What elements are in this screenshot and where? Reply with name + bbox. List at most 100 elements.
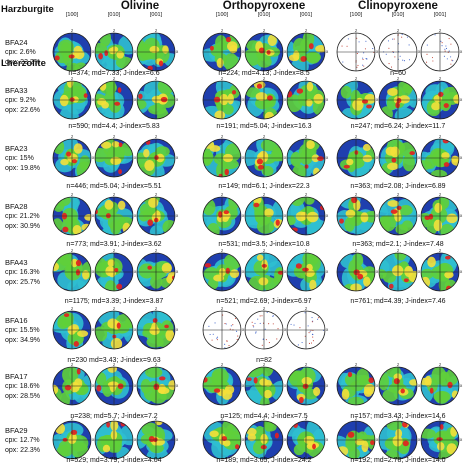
pole-mark-x: x: [134, 437, 137, 442]
density-contour: [287, 423, 302, 437]
data-point: [310, 342, 313, 344]
density-contour: [433, 219, 443, 232]
pole-mark-x: x: [134, 97, 137, 102]
stereonet-outline: [286, 310, 326, 350]
data-point: [308, 342, 311, 344]
density-contour: [209, 45, 214, 51]
density-contour: [104, 199, 114, 210]
pole-mark-z: z: [221, 248, 224, 253]
density-contour: [246, 427, 257, 436]
density-contour: [100, 141, 112, 149]
stats-label: n=374; md=7.33; J-index=6.6: [68, 70, 160, 77]
pole-mark-z: z: [397, 192, 400, 197]
pole-mark-z: z: [355, 416, 358, 421]
sample-name: BFA43: [5, 258, 28, 267]
data-point: [209, 333, 211, 336]
sample-opx-fraction: opx: 22.6%: [5, 107, 41, 114]
density-contour: [107, 381, 119, 388]
density-contour: [96, 384, 102, 392]
density-contour: [213, 96, 221, 103]
mineral-heading-olivine: Olivine: [120, 0, 160, 12]
density-contour: [267, 95, 273, 101]
density-contour: [295, 263, 302, 269]
data-point: [276, 338, 278, 340]
density-contour: [214, 110, 226, 119]
stereonet-outline: [244, 196, 284, 236]
density-contour: [390, 209, 398, 214]
stereonet-outline: [420, 196, 460, 236]
stereonet-outline: [336, 252, 376, 292]
data-point: [234, 317, 237, 319]
data-point: [388, 47, 390, 49]
pole-mark-x: x: [134, 155, 137, 160]
stereonet-outline: [378, 32, 418, 72]
density-contour: [211, 368, 229, 385]
density-contour: [343, 164, 350, 169]
density-contour: [304, 164, 309, 169]
density-contour: [81, 223, 91, 232]
pole-mark-x: x: [376, 269, 379, 274]
sample-opx-fraction: opx: 34.9%: [5, 337, 41, 344]
density-contour: [225, 267, 230, 274]
density-contour: [339, 218, 344, 224]
data-point: [224, 343, 226, 345]
pole-mark-z: z: [439, 76, 442, 81]
pole-mark-x: x: [418, 213, 421, 218]
stereonet-outline: [420, 80, 460, 120]
data-point: [254, 322, 256, 324]
pole-mark-x: x: [460, 49, 463, 54]
density-contour: [346, 158, 354, 166]
density-contour: [362, 143, 371, 151]
pole-mark-z: z: [155, 362, 158, 367]
mineral-heading-orthopyroxene: Orthopyroxene: [222, 0, 306, 12]
axis-label-100: [100]: [349, 12, 363, 18]
density-contour: [315, 45, 325, 53]
stereonet-outline: [244, 32, 284, 72]
data-point: [259, 315, 261, 317]
pole-mark-z: z: [113, 192, 116, 197]
density-contour: [206, 223, 220, 235]
data-point: [357, 64, 359, 66]
density-contour: [209, 145, 221, 152]
pole-mark-z: z: [355, 248, 358, 253]
data-point: [268, 341, 270, 344]
pole-mark-z: z: [155, 76, 158, 81]
pole-figure: [53, 139, 91, 177]
stats-label: n=531; md=3.5; J-index=10.8: [218, 241, 310, 248]
density-contour: [228, 197, 240, 210]
stats-label: n=238; md=5.7; J-index=7.2: [70, 413, 158, 420]
pole-mark-x: x: [418, 155, 421, 160]
stereonet-outline: [286, 366, 326, 406]
stats-label: n=189; md=3.65; J-index=24.2: [216, 457, 312, 464]
density-contour: [72, 225, 82, 235]
density-contour: [222, 439, 231, 447]
density-contour: [347, 371, 353, 378]
data-point: [225, 323, 227, 325]
data-point: [236, 339, 238, 341]
density-contour: [402, 440, 409, 447]
density-contour: [117, 87, 122, 93]
data-point: [224, 347, 226, 349]
density-contour: [106, 421, 110, 428]
pole-mark-x: x: [418, 97, 421, 102]
data-point: [255, 332, 257, 334]
pole-mark-x: x: [242, 155, 245, 160]
density-contour: [387, 200, 399, 207]
density-contour: [114, 101, 121, 106]
data-point: [312, 340, 314, 342]
density-contour: [223, 104, 234, 115]
pole-mark-z: z: [221, 306, 224, 311]
density-contour: [110, 156, 122, 166]
sample-name: BFA29: [5, 426, 28, 435]
pole-mark-z: z: [221, 76, 224, 81]
axis-label-100: [100]: [65, 12, 79, 18]
pole-mark-x: x: [92, 155, 95, 160]
pole-mark-x: x: [242, 327, 245, 332]
stereonet-outline: [202, 310, 242, 350]
stereonet-outline: [286, 138, 326, 178]
density-contour: [300, 39, 311, 53]
stereonet-outline: [202, 366, 242, 406]
pole-mark-x: x: [460, 97, 463, 102]
density-contour: [111, 141, 120, 148]
data-point: [293, 324, 295, 326]
